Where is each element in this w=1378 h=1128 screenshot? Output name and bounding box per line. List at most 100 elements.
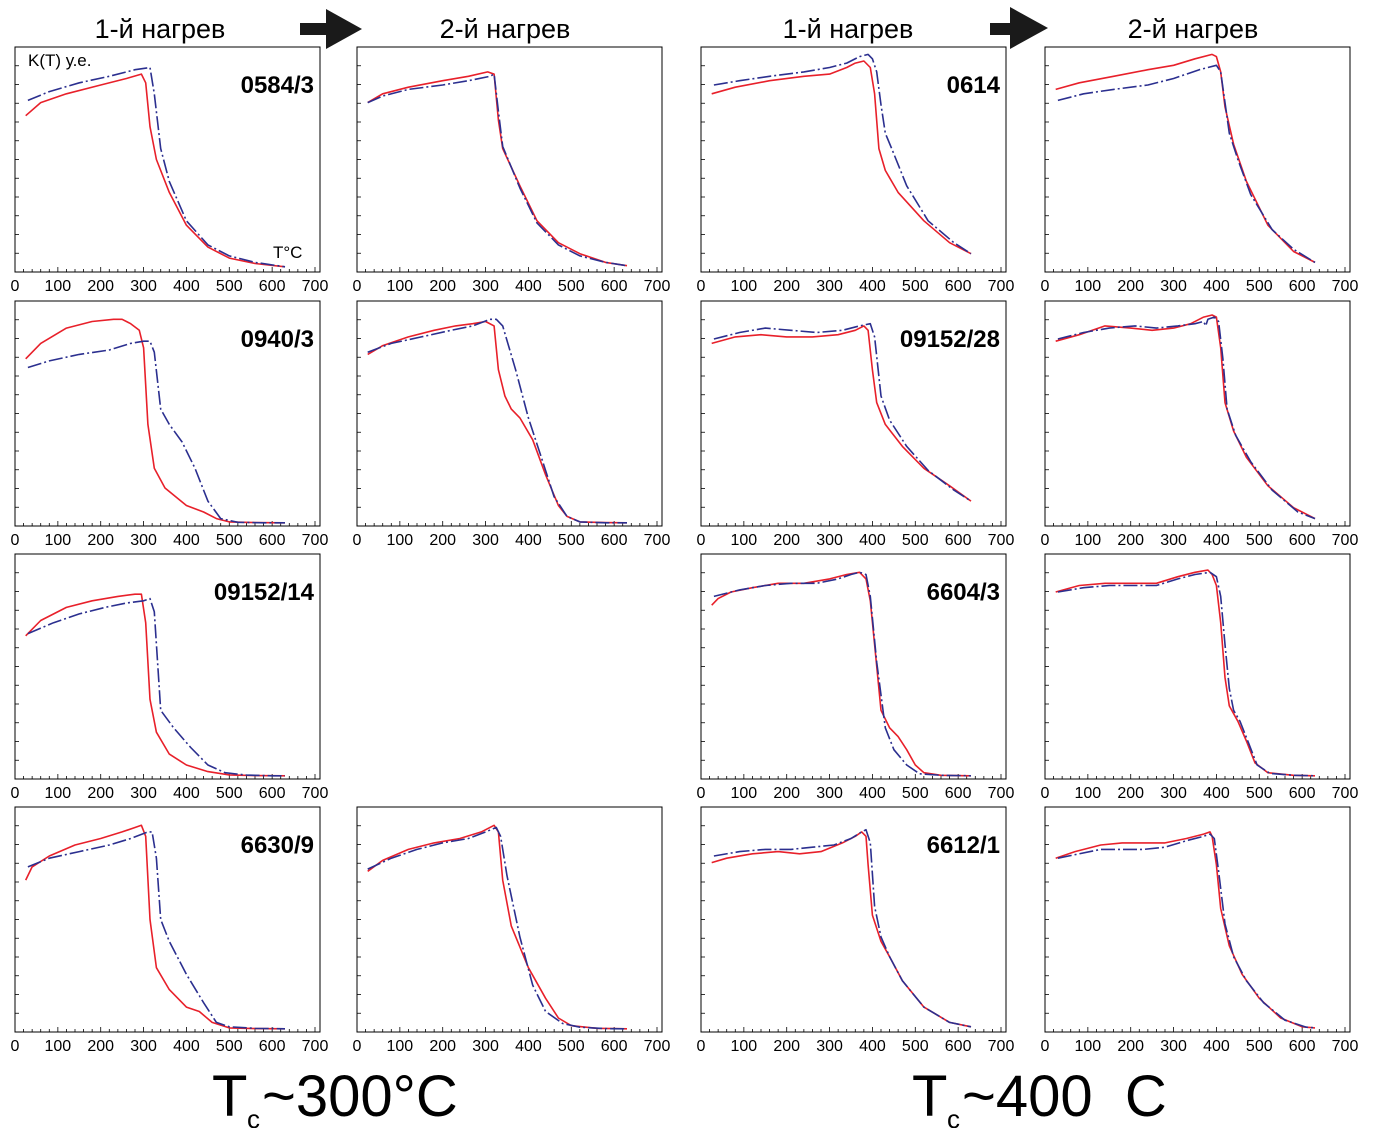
chart-panel: 0 100 200 300 400 500 600 700 6630/9 <box>11 806 329 1055</box>
x-tick-label: 500 <box>216 278 243 295</box>
sample-label: 0584/3 <box>241 72 314 99</box>
x-tick-label: 100 <box>731 785 758 802</box>
x-tick-label: 100 <box>731 278 758 295</box>
x-tick-label: 500 <box>902 785 929 802</box>
series-line-heating <box>25 593 286 777</box>
header-col2: 2-й нагрев <box>440 14 571 44</box>
header-col3: 1-й нагрев <box>783 14 914 44</box>
x-tick-label: 700 <box>988 278 1015 295</box>
x-tick-label: 0 <box>1041 1038 1050 1055</box>
series-line-heating <box>711 325 972 502</box>
x-tick-label: 200 <box>773 278 800 295</box>
x-tick-label: 0 <box>353 278 362 295</box>
x-tick-label: 200 <box>87 532 114 549</box>
series-line-cooling <box>27 831 286 1030</box>
x-tick-label: 200 <box>1117 1038 1144 1055</box>
chart-panel: 0 100 200 300 400 500 600 700 <box>353 806 670 1055</box>
x-tick-label: 0 <box>11 278 20 295</box>
panel-frame <box>700 300 1007 527</box>
x-tick-label: 300 <box>816 785 843 802</box>
x-tick-label: 500 <box>216 785 243 802</box>
x-tick-label: 300 <box>472 278 499 295</box>
x-tick-label: 100 <box>45 785 72 802</box>
sample-label: 09152/14 <box>214 579 315 606</box>
x-tick-label: 500 <box>902 532 929 549</box>
series-line-heating <box>711 571 972 777</box>
panel-frame <box>1044 806 1351 1033</box>
x-tick-label: 500 <box>216 1038 243 1055</box>
header-col4: 2-й нагрев <box>1128 14 1259 44</box>
series-line-heating <box>367 320 628 524</box>
chart-panel: 0 100 200 300 400 500 600 700 09152/28 <box>697 300 1014 549</box>
panel-frame <box>14 300 321 527</box>
series-line-cooling <box>367 826 628 1030</box>
x-tick-label: 100 <box>1075 532 1102 549</box>
x-tick-label: 200 <box>773 532 800 549</box>
panel-frame <box>1044 300 1351 527</box>
x-tick-label: 600 <box>945 278 972 295</box>
series-line-heating <box>1055 569 1316 777</box>
x-tick-label: 600 <box>945 785 972 802</box>
x-tick-label: 0 <box>697 278 706 295</box>
chart-panel: 0 100 200 300 400 500 600 700 6604/3 <box>697 553 1014 802</box>
x-tick-label: 200 <box>773 785 800 802</box>
tc-label-left-main: T <box>212 1064 247 1128</box>
x-tick-label: 100 <box>45 278 72 295</box>
series-line-heating <box>711 60 972 255</box>
panel-frame <box>356 300 663 527</box>
panel-frame <box>700 553 1007 780</box>
x-axis-label: T°C <box>273 243 302 262</box>
x-tick-label: 600 <box>259 278 286 295</box>
x-tick-label: 700 <box>1332 785 1359 802</box>
x-tick-label: 200 <box>87 785 114 802</box>
x-tick-label: 0 <box>11 1038 20 1055</box>
x-tick-label: 600 <box>1289 278 1316 295</box>
x-tick-label: 700 <box>644 278 671 295</box>
x-tick-label: 100 <box>1075 278 1102 295</box>
x-tick-label: 400 <box>515 278 542 295</box>
x-tick-label: 300 <box>1160 278 1187 295</box>
x-tick-label: 400 <box>173 532 200 549</box>
x-tick-label: 200 <box>1117 785 1144 802</box>
x-tick-label: 100 <box>731 532 758 549</box>
x-tick-label: 600 <box>1289 1038 1316 1055</box>
x-tick-label: 700 <box>1332 1038 1359 1055</box>
sample-label: 0614 <box>947 72 1001 99</box>
x-tick-label: 500 <box>558 532 585 549</box>
series-line-cooling <box>713 53 972 255</box>
x-tick-label: 700 <box>644 532 671 549</box>
x-tick-label: 500 <box>1246 278 1273 295</box>
x-tick-label: 600 <box>601 1038 628 1055</box>
x-tick-label: 700 <box>302 1038 329 1055</box>
series-line-cooling <box>1057 571 1316 777</box>
x-tick-label: 0 <box>1041 278 1050 295</box>
chart-panel: 0 100 200 300 400 500 600 700 0584/3 <box>11 46 328 295</box>
x-tick-label: 100 <box>1075 785 1102 802</box>
sample-label: 6630/9 <box>241 832 314 859</box>
x-tick-label: 600 <box>601 278 628 295</box>
x-tick-label: 300 <box>816 1038 843 1055</box>
arrow-icon-left <box>300 9 362 49</box>
x-tick-label: 0 <box>1041 785 1050 802</box>
x-tick-label: 400 <box>515 1038 542 1055</box>
series-line-cooling <box>1057 833 1316 1029</box>
x-tick-label: 400 <box>859 532 886 549</box>
panel-frame <box>700 806 1007 1033</box>
chart-panel: 0 100 200 300 400 500 600 700 <box>353 46 671 295</box>
series-line-cooling <box>713 571 972 777</box>
chart-panel: 0 100 200 300 400 500 600 700 6612/1 <box>697 806 1014 1055</box>
chart-panel: 0 100 200 300 400 500 600 700 <box>1041 806 1359 1055</box>
x-tick-label: 200 <box>773 1038 800 1055</box>
x-tick-label: 400 <box>1203 785 1230 802</box>
x-tick-label: 0 <box>11 785 20 802</box>
chart-panel: 0 100 200 300 400 500 600 700 09152/14 <box>11 553 328 802</box>
series-line-cooling <box>367 73 628 267</box>
panel-frame <box>14 553 321 780</box>
x-tick-label: 100 <box>1075 1038 1102 1055</box>
x-tick-label: 200 <box>429 1038 456 1055</box>
x-tick-label: 200 <box>87 1038 114 1055</box>
chart-panel: 0 100 200 300 400 500 600 700 <box>1041 553 1359 802</box>
series-line-cooling <box>1057 64 1316 264</box>
x-tick-label: 400 <box>1203 278 1230 295</box>
